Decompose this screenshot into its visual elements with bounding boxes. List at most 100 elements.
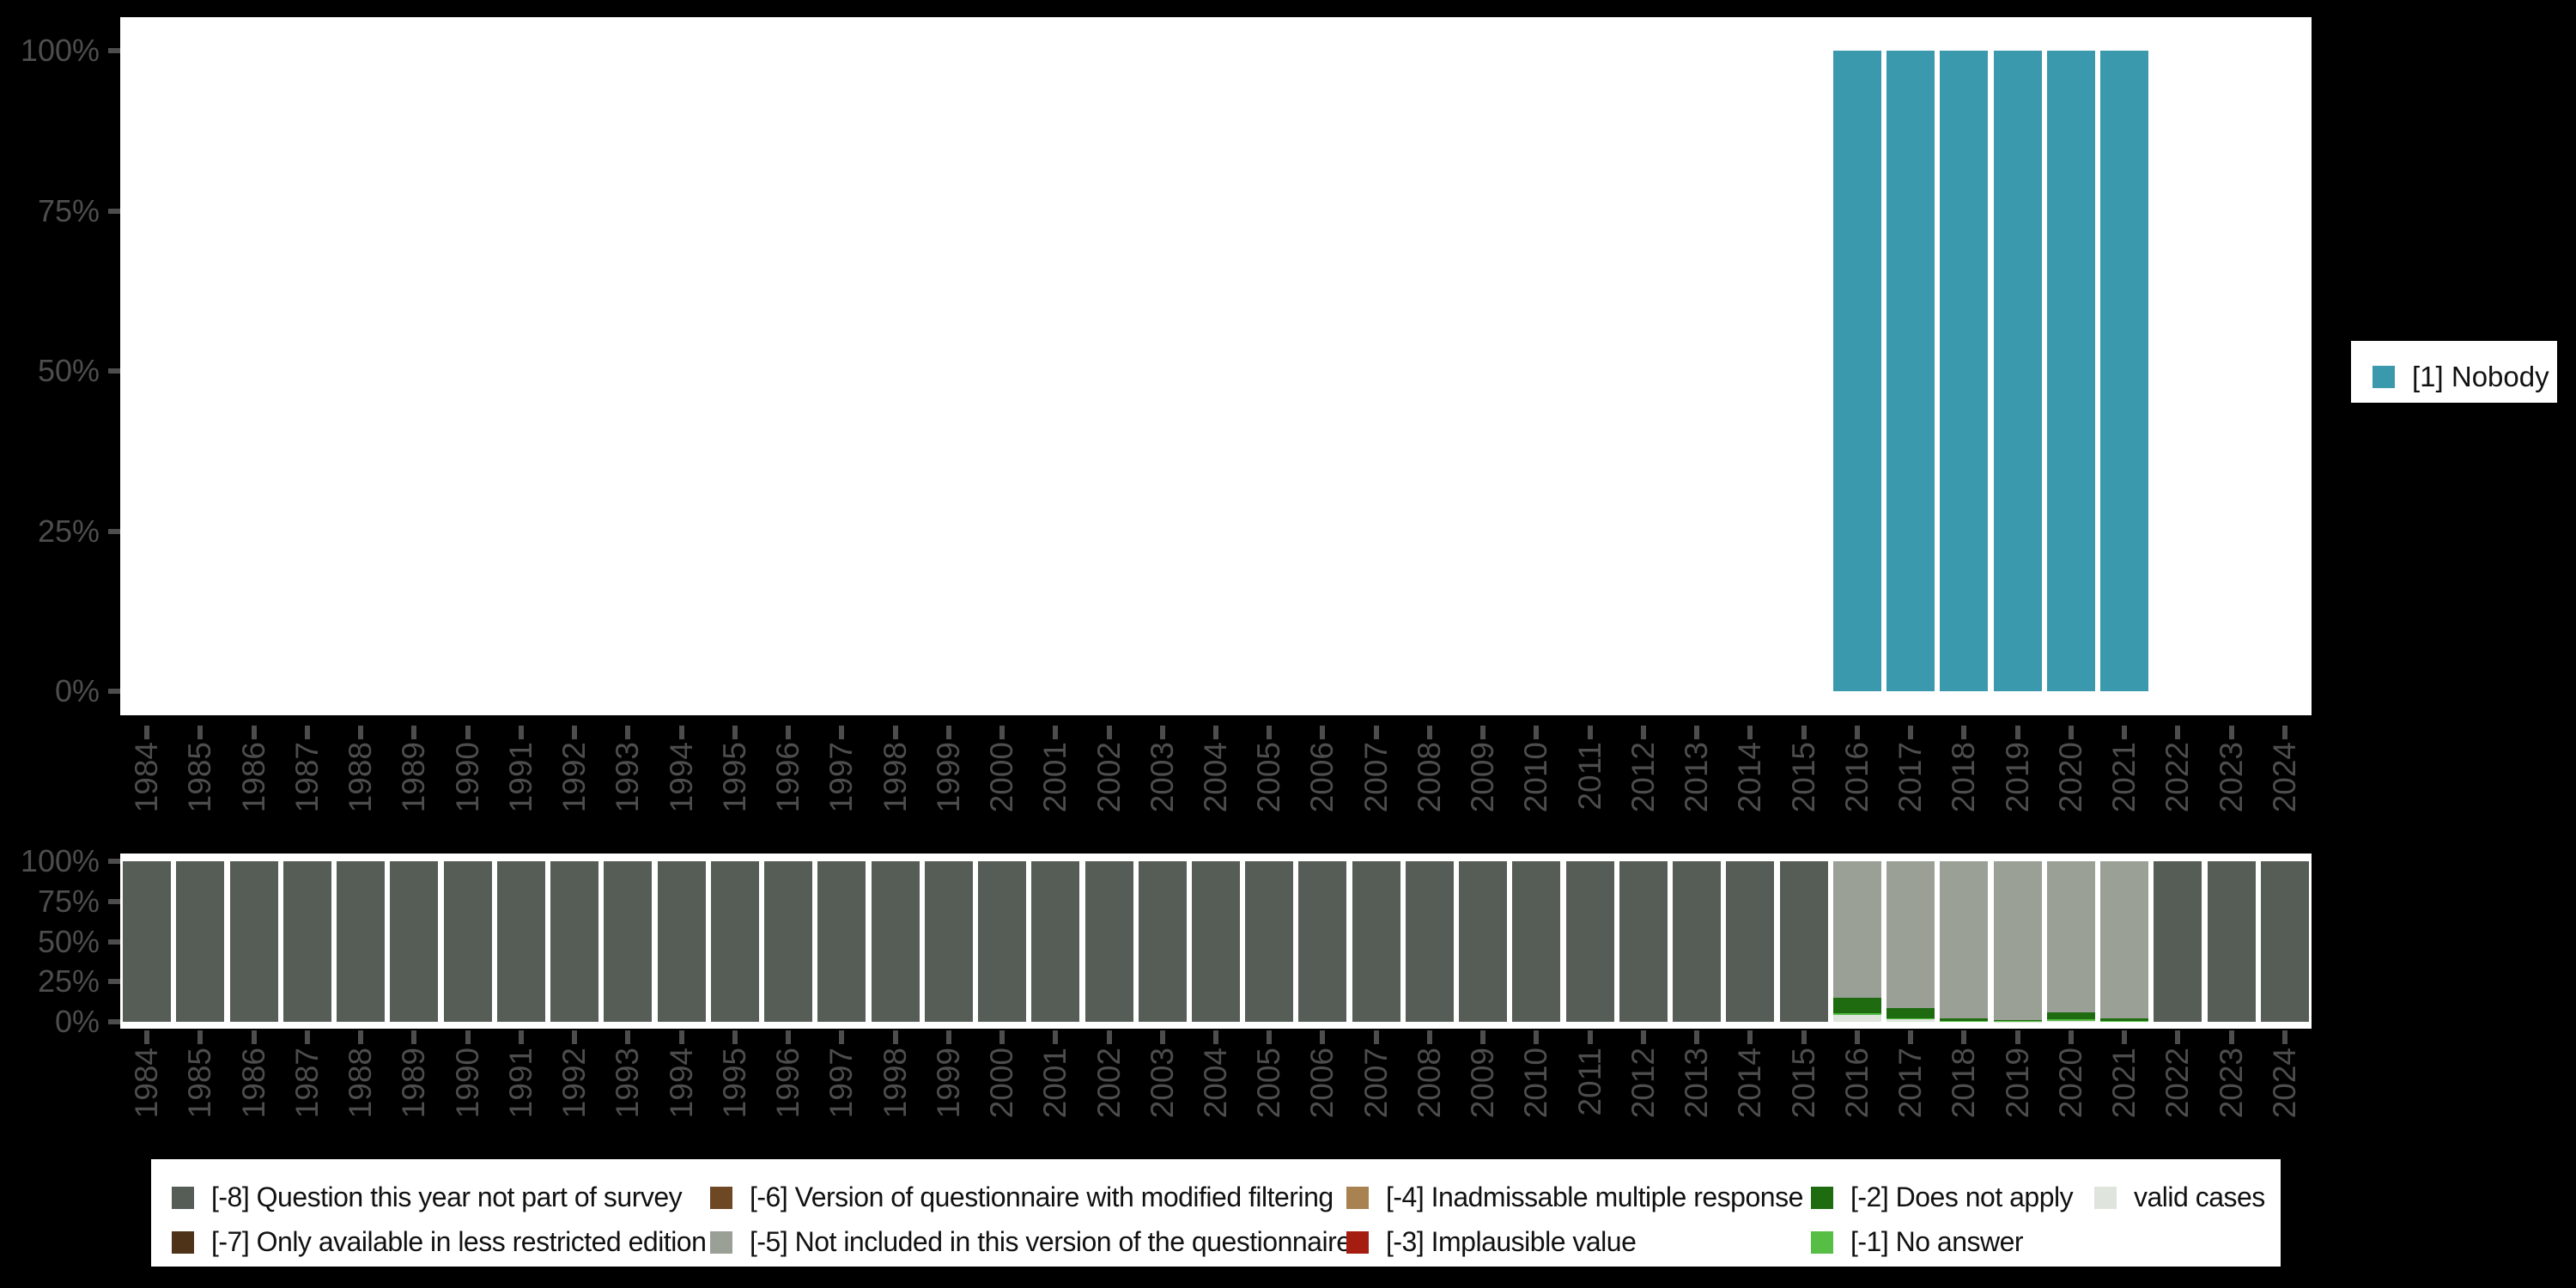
legend-item-label: [-7] Only available in less restricted e… — [211, 1226, 707, 1257]
missing-seg-2024 — [2260, 861, 2309, 1022]
top-x-label-1997: 1997 — [823, 742, 860, 813]
missing-seg-2020 — [2046, 1019, 2095, 1021]
bot-x-tick — [144, 1030, 150, 1044]
missing-seg-1987 — [283, 861, 331, 1022]
bot-y-tick-label: 25% — [37, 963, 100, 999]
top-y-tick-label: 75% — [37, 192, 100, 228]
top-x-label-1991: 1991 — [502, 742, 538, 813]
bot-x-label-1986: 1986 — [235, 1048, 271, 1119]
bot-x-tick — [1267, 1030, 1273, 1044]
bot-x-label-2003: 2003 — [1144, 1048, 1180, 1119]
top-x-tick — [945, 726, 951, 739]
missing-seg-1991 — [496, 861, 545, 1022]
top-x-tick — [1320, 726, 1326, 739]
top-x-tick — [1426, 726, 1432, 739]
bot-x-label-2007: 2007 — [1358, 1048, 1394, 1119]
legend-item-label: [-4] Inadmissable multiple response — [1386, 1182, 1803, 1212]
top-x-label-1986: 1986 — [235, 742, 271, 813]
bot-x-tick — [1373, 1030, 1379, 1044]
legend-swatch-icon — [710, 1186, 732, 1209]
bot-x-label-2022: 2022 — [2160, 1048, 2196, 1119]
bot-x-label-1984: 1984 — [129, 1048, 165, 1119]
bot-x-label-1996: 1996 — [770, 1048, 806, 1119]
missing-seg-1989 — [390, 861, 439, 1022]
missing-seg-2020 — [2046, 861, 2095, 1012]
missing-seg-2016 — [1832, 1013, 1881, 1016]
missing-values-legend: [-8] Question this year not part of surv… — [151, 1159, 2281, 1267]
top-x-tick — [358, 726, 364, 739]
bot-x-tick — [518, 1030, 524, 1044]
missing-seg-2018 — [1940, 861, 1989, 1019]
missing-seg-2008 — [1405, 861, 1454, 1022]
missing-seg-2019 — [1993, 1019, 2042, 1022]
top-x-label-2020: 2020 — [2052, 742, 2088, 813]
top-x-label-1998: 1998 — [877, 742, 913, 813]
legend-swatch-icon — [1346, 1186, 1369, 1209]
missing-seg-2016 — [1832, 1015, 1881, 1022]
missing-seg-1995 — [710, 861, 759, 1022]
top-bar-2019 — [1993, 51, 2042, 691]
bot-x-tick — [1106, 1030, 1112, 1044]
bot-x-label-1997: 1997 — [823, 1048, 860, 1119]
top-y-tick-label: 100% — [20, 33, 100, 68]
bot-x-tick — [465, 1030, 471, 1044]
top-x-tick — [625, 726, 631, 739]
top-y-tick — [108, 528, 120, 534]
bot-x-tick — [2228, 1030, 2234, 1044]
top-x-label-2003: 2003 — [1144, 742, 1180, 813]
top-x-tick — [2175, 726, 2181, 739]
bot-x-label-1990: 1990 — [449, 1048, 485, 1119]
legend-item-nobody: [1] Nobody — [2372, 361, 2549, 393]
top-x-tick — [1480, 726, 1486, 739]
bot-x-label-2023: 2023 — [2213, 1048, 2249, 1119]
legend-swatch-icon — [1346, 1230, 1369, 1254]
legend-item-7: [-1] No answer — [1811, 1226, 2024, 1258]
top-x-label-1985: 1985 — [182, 742, 218, 813]
bot-x-tick — [197, 1030, 204, 1044]
bot-x-label-2019: 2019 — [1999, 1048, 2035, 1119]
missing-seg-2013 — [1673, 861, 1722, 1022]
top-x-label-1992: 1992 — [556, 742, 592, 813]
missing-seg-1988 — [337, 861, 386, 1022]
bot-x-label-1995: 1995 — [716, 1048, 752, 1119]
bot-x-tick — [1961, 1030, 1967, 1044]
top-x-tick — [839, 726, 845, 739]
bot-x-tick — [2281, 1030, 2287, 1044]
bot-x-tick — [2175, 1030, 2181, 1044]
top-x-label-1984: 1984 — [129, 742, 165, 813]
top-x-tick — [1213, 726, 1218, 739]
bot-x-tick — [2122, 1030, 2128, 1044]
bot-x-tick — [999, 1030, 1005, 1044]
missing-seg-2004 — [1192, 861, 1240, 1022]
top-bar-2016 — [1832, 51, 1881, 691]
bot-x-label-2021: 2021 — [2106, 1048, 2142, 1119]
legend-item-4: [-4] Inadmissable multiple response — [1346, 1182, 1803, 1213]
top-x-tick — [892, 726, 898, 739]
top-y-tick — [108, 689, 120, 694]
top-x-label-1996: 1996 — [770, 742, 806, 813]
bot-x-label-2020: 2020 — [2052, 1048, 2088, 1119]
top-x-tick — [1694, 726, 1700, 739]
legend-item-label: [-2] Does not apply — [1850, 1182, 2074, 1212]
bot-x-tick — [1426, 1030, 1432, 1044]
top-x-tick — [2122, 726, 2128, 739]
bot-y-tick-label: 50% — [37, 923, 100, 959]
bot-x-label-1998: 1998 — [877, 1048, 913, 1119]
bot-x-label-2002: 2002 — [1091, 1048, 1127, 1119]
missing-seg-1985 — [176, 861, 225, 1022]
top-x-tick — [1961, 726, 1967, 739]
top-x-label-2005: 2005 — [1251, 742, 1287, 813]
legend-item-label: [-8] Question this year not part of surv… — [211, 1182, 683, 1212]
top-x-tick — [1908, 726, 1914, 739]
missing-seg-2021 — [2100, 861, 2149, 1018]
bot-y-tick-label: 75% — [37, 883, 100, 919]
top-x-tick — [197, 726, 204, 739]
missing-seg-1992 — [550, 861, 599, 1022]
legend-swatch-icon — [172, 1186, 194, 1209]
top-x-tick — [518, 726, 524, 739]
legend-swatch-icon — [2094, 1186, 2117, 1209]
bot-x-tick — [1053, 1030, 1059, 1044]
top-x-label-1987: 1987 — [289, 742, 325, 813]
top-x-label-2009: 2009 — [1465, 742, 1501, 813]
missing-seg-1999 — [924, 861, 973, 1022]
